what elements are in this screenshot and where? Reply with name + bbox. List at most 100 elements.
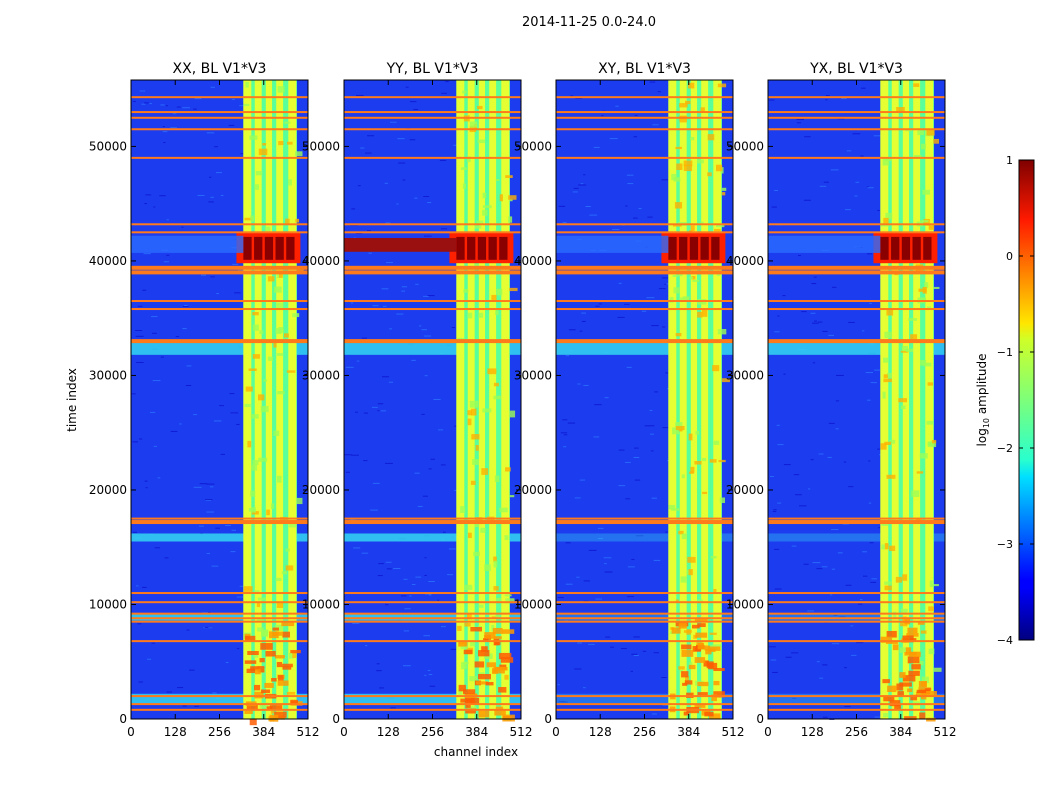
noise-speck bbox=[630, 670, 633, 672]
noise-speck bbox=[604, 563, 607, 565]
band-texture bbox=[265, 226, 271, 233]
band-texture bbox=[900, 621, 908, 627]
band-blotch bbox=[478, 710, 490, 718]
band-texture bbox=[248, 368, 257, 371]
noise-speck bbox=[210, 196, 214, 198]
band-texture bbox=[462, 661, 469, 665]
noise-speck bbox=[657, 91, 661, 93]
band-texture bbox=[462, 90, 467, 94]
noise-speck bbox=[189, 669, 195, 671]
noise-speck bbox=[411, 584, 416, 586]
band-texture bbox=[697, 311, 703, 318]
noise-speck bbox=[830, 169, 839, 171]
band-texture bbox=[928, 648, 935, 655]
flag-row bbox=[768, 223, 945, 226]
band-blotch bbox=[910, 694, 918, 701]
noise-speck bbox=[865, 372, 873, 374]
noise-speck bbox=[153, 445, 157, 447]
saturated-rfi-cell bbox=[700, 236, 709, 260]
band-texture bbox=[507, 216, 513, 223]
noise-speck bbox=[145, 487, 148, 489]
y-tick-label: 10000 bbox=[726, 597, 764, 611]
band-texture bbox=[464, 622, 471, 627]
colorbar-tick-label: −2 bbox=[997, 442, 1013, 455]
noise-speck bbox=[423, 335, 432, 337]
y-tick-label: 10000 bbox=[514, 597, 552, 611]
band-texture bbox=[252, 354, 260, 359]
band-texture bbox=[693, 634, 698, 639]
bright-subband bbox=[467, 80, 475, 719]
noise-speck bbox=[593, 146, 600, 148]
noise-speck bbox=[825, 94, 830, 96]
band-texture bbox=[276, 602, 284, 608]
band-blotch bbox=[694, 647, 702, 652]
noise-speck bbox=[236, 648, 240, 650]
cyan-rfi-row bbox=[768, 693, 945, 705]
band-texture bbox=[473, 551, 480, 557]
band-blotch bbox=[708, 648, 716, 652]
band-blotch bbox=[683, 711, 690, 716]
band-texture bbox=[680, 576, 687, 583]
noise-speck bbox=[149, 103, 152, 105]
noise-speck bbox=[565, 542, 571, 544]
band-texture bbox=[882, 391, 886, 399]
y-tick-label: 40000 bbox=[514, 254, 552, 268]
x-tick-label: 0 bbox=[552, 725, 560, 739]
flag-row bbox=[131, 96, 308, 99]
saturated-rfi-cell bbox=[668, 236, 677, 260]
noise-speck bbox=[402, 179, 406, 181]
band-texture bbox=[928, 225, 935, 230]
bright-subband bbox=[679, 80, 687, 719]
band-texture bbox=[911, 490, 920, 497]
flag-row bbox=[344, 708, 521, 711]
noise-speck bbox=[857, 603, 863, 605]
noise-speck bbox=[844, 209, 851, 211]
noise-speck bbox=[377, 410, 380, 412]
band-texture bbox=[278, 327, 284, 333]
band-blotch bbox=[502, 714, 515, 722]
noise-speck bbox=[163, 261, 169, 263]
flag-row bbox=[131, 517, 308, 520]
noise-speck bbox=[828, 422, 835, 424]
band-texture bbox=[713, 440, 720, 445]
band-texture bbox=[458, 688, 463, 695]
band-texture bbox=[257, 619, 265, 622]
band-texture bbox=[695, 430, 700, 435]
noise-speck bbox=[206, 511, 215, 513]
flag-row bbox=[131, 617, 308, 620]
noise-speck bbox=[389, 121, 397, 123]
band-blotch bbox=[697, 623, 706, 628]
band-blotch bbox=[475, 681, 489, 685]
cyan-rfi-row bbox=[344, 613, 521, 621]
colorbar: 1 0 −1 −2 −3 −4 log10 amplitude bbox=[975, 154, 1035, 647]
band-texture bbox=[493, 586, 499, 591]
band-texture bbox=[260, 406, 269, 413]
band-texture bbox=[285, 548, 290, 552]
flag-row bbox=[344, 128, 521, 131]
noise-speck bbox=[848, 486, 854, 488]
noise-speck bbox=[381, 376, 390, 378]
band-texture bbox=[901, 608, 908, 615]
noise-speck bbox=[427, 669, 431, 671]
band-texture bbox=[259, 702, 269, 709]
panel-title-yy: YY, BL V1*V3 bbox=[386, 61, 479, 77]
noise-speck bbox=[138, 681, 143, 683]
band-texture bbox=[929, 580, 933, 588]
flag-row bbox=[768, 300, 945, 303]
band-blotch bbox=[694, 703, 706, 708]
noise-speck bbox=[810, 312, 816, 314]
noise-speck bbox=[428, 468, 432, 470]
flag-row bbox=[768, 111, 945, 114]
band-texture bbox=[679, 103, 688, 108]
flag-row bbox=[768, 592, 945, 595]
band-texture bbox=[275, 577, 282, 582]
flag-row bbox=[344, 231, 521, 234]
suptitle: 2014-11-25 0.0-24.0 bbox=[522, 15, 656, 30]
band-texture bbox=[471, 408, 477, 416]
band-texture bbox=[509, 287, 518, 292]
band-texture bbox=[257, 597, 266, 601]
band-texture bbox=[478, 604, 484, 608]
noise-speck bbox=[205, 499, 212, 501]
band-blotch bbox=[498, 652, 512, 660]
noise-speck bbox=[791, 652, 799, 654]
